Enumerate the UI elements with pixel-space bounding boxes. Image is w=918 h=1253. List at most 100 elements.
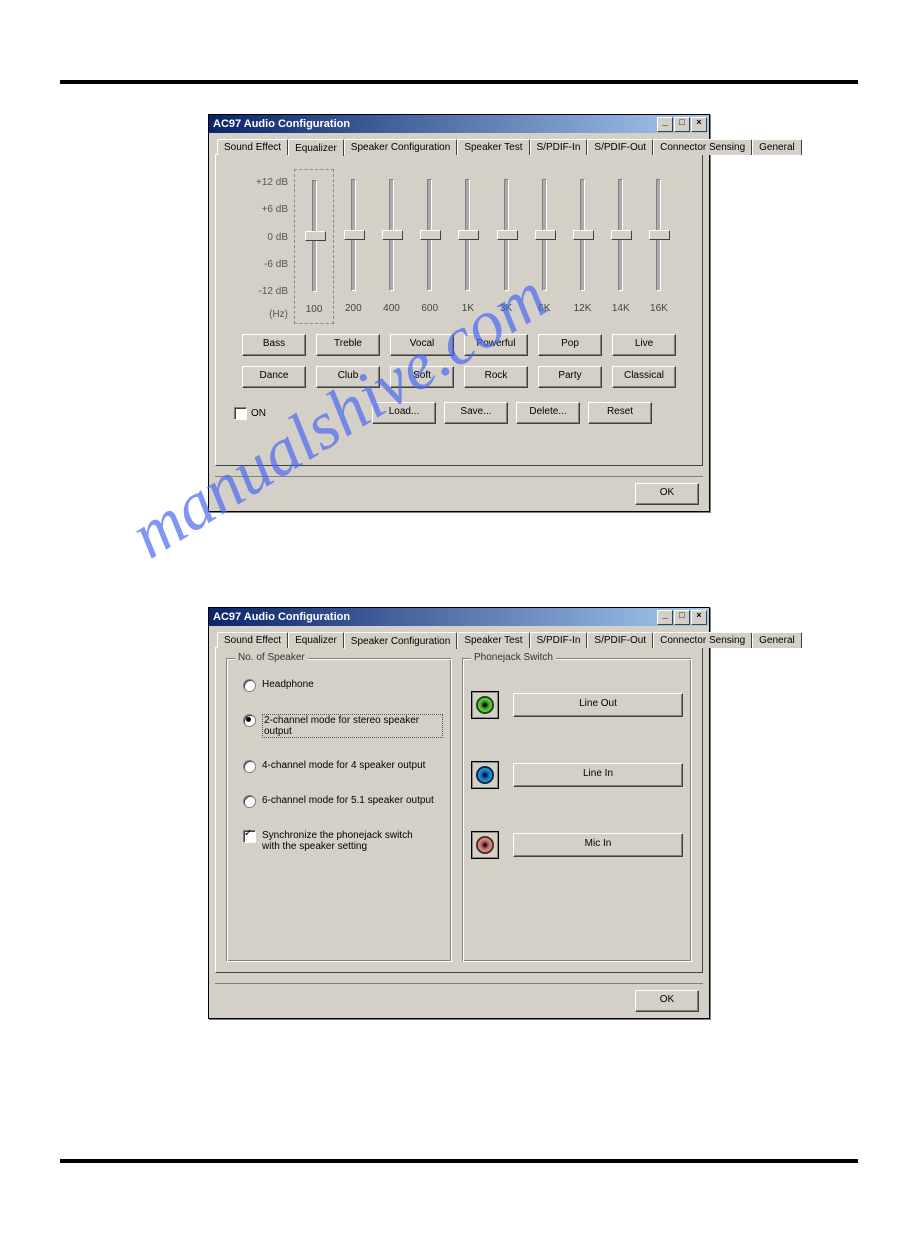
eq-slider[interactable] bbox=[389, 179, 394, 291]
tab-speaker-test[interactable]: Speaker Test bbox=[457, 139, 529, 155]
preset-button-vocal[interactable]: Vocal bbox=[390, 334, 454, 356]
equalizer-panel: +12 dB +6 dB 0 dB -6 dB -12 dB (Hz) 1002… bbox=[226, 165, 692, 324]
slider-thumb[interactable] bbox=[382, 230, 403, 240]
jack-blue-icon bbox=[471, 761, 499, 789]
slider-thumb[interactable] bbox=[611, 230, 632, 240]
slider-thumb[interactable] bbox=[305, 231, 326, 241]
slider-thumb[interactable] bbox=[420, 230, 441, 240]
ok-button[interactable]: OK bbox=[635, 990, 699, 1012]
speaker-radio[interactable] bbox=[243, 679, 256, 692]
slider-thumb[interactable] bbox=[535, 230, 556, 240]
ok-button[interactable]: OK bbox=[635, 483, 699, 505]
sync-checkbox[interactable] bbox=[243, 830, 256, 843]
preset-button-live[interactable]: Live bbox=[612, 334, 676, 356]
reset-button[interactable]: Reset bbox=[588, 402, 652, 424]
tab-spdif-out[interactable]: S/PDIF-Out bbox=[587, 632, 653, 648]
hz-label: (Hz) bbox=[240, 309, 294, 320]
radio-row: 4-channel mode for 4 speaker output bbox=[243, 760, 443, 773]
preset-button-pop[interactable]: Pop bbox=[538, 334, 602, 356]
eq-slider-col: 400 bbox=[372, 173, 410, 320]
slider-thumb[interactable] bbox=[573, 230, 594, 240]
radio-label: Headphone bbox=[262, 679, 314, 690]
jack-button-line out[interactable]: Line Out bbox=[513, 693, 683, 717]
tab-general[interactable]: General bbox=[752, 632, 802, 648]
titlebar[interactable]: AC97 Audio Configuration _ □ × bbox=[209, 608, 709, 626]
eq-slider[interactable] bbox=[465, 179, 470, 291]
eq-slider[interactable] bbox=[351, 179, 356, 291]
tab-general[interactable]: General bbox=[752, 139, 802, 155]
jack-button-mic in[interactable]: Mic In bbox=[513, 833, 683, 857]
freq-label: 3K bbox=[487, 303, 525, 314]
minimize-button[interactable]: _ bbox=[657, 610, 673, 625]
group-no-of-speaker: No. of Speaker Headphone2-channel mode f… bbox=[226, 658, 452, 962]
freq-label: 16K bbox=[640, 303, 678, 314]
preset-button-club[interactable]: Club bbox=[316, 366, 380, 388]
jack-row: Line Out bbox=[471, 691, 683, 719]
eq-slider-col: 100 bbox=[294, 169, 334, 324]
tab-connector-sensing[interactable]: Connector Sensing bbox=[653, 632, 752, 648]
tab-connector-sensing[interactable]: Connector Sensing bbox=[653, 139, 752, 155]
jack-row: Mic In bbox=[471, 831, 683, 859]
close-button[interactable]: × bbox=[691, 610, 707, 625]
tab-sound-effect[interactable]: Sound Effect bbox=[217, 139, 288, 155]
preset-button-party[interactable]: Party bbox=[538, 366, 602, 388]
eq-slider[interactable] bbox=[580, 179, 585, 291]
preset-button-rock[interactable]: Rock bbox=[464, 366, 528, 388]
slider-thumb[interactable] bbox=[458, 230, 479, 240]
eq-slider-col: 14K bbox=[602, 173, 640, 320]
eq-slider[interactable] bbox=[656, 179, 661, 291]
jack-row: Line In bbox=[471, 761, 683, 789]
radio-row: 2-channel mode for stereo speaker output bbox=[243, 714, 443, 738]
action-row: ON Load... Save... Delete... Reset bbox=[230, 402, 688, 424]
top-rule bbox=[60, 80, 858, 84]
maximize-button[interactable]: □ bbox=[674, 610, 690, 625]
slider-thumb[interactable] bbox=[649, 230, 670, 240]
load-button[interactable]: Load... bbox=[372, 402, 436, 424]
jack-pink-icon bbox=[471, 831, 499, 859]
preset-button-treble[interactable]: Treble bbox=[316, 334, 380, 356]
tab-speaker-config[interactable]: Speaker Configuration bbox=[344, 632, 458, 649]
db-label: +6 dB bbox=[240, 204, 288, 215]
on-checkbox[interactable] bbox=[234, 407, 247, 420]
on-label: ON bbox=[251, 408, 266, 419]
eq-slider[interactable] bbox=[542, 179, 547, 291]
window-title: AC97 Audio Configuration bbox=[213, 118, 656, 130]
speaker-radio[interactable] bbox=[243, 714, 256, 727]
eq-slider[interactable] bbox=[618, 179, 623, 291]
sync-label: Synchronize the phonejack switch with th… bbox=[262, 830, 432, 852]
slider-thumb[interactable] bbox=[344, 230, 365, 240]
slider-thumb[interactable] bbox=[497, 230, 518, 240]
titlebar[interactable]: AC97 Audio Configuration _ □ × bbox=[209, 115, 709, 133]
jack-button-line in[interactable]: Line In bbox=[513, 763, 683, 787]
window-equalizer: AC97 Audio Configuration _ □ × Sound Eff… bbox=[208, 114, 710, 512]
tab-spdif-in[interactable]: S/PDIF-In bbox=[530, 139, 588, 155]
tab-equalizer[interactable]: Equalizer bbox=[288, 139, 344, 156]
radio-label: 2-channel mode for stereo speaker output bbox=[262, 714, 443, 738]
minimize-button[interactable]: _ bbox=[657, 117, 673, 132]
freq-label: 600 bbox=[411, 303, 449, 314]
save-button[interactable]: Save... bbox=[444, 402, 508, 424]
tab-spdif-out[interactable]: S/PDIF-Out bbox=[587, 139, 653, 155]
tab-speaker-config[interactable]: Speaker Configuration bbox=[344, 139, 458, 155]
tab-page-speaker: No. of Speaker Headphone2-channel mode f… bbox=[215, 647, 703, 973]
preset-button-bass[interactable]: Bass bbox=[242, 334, 306, 356]
freq-label: 12K bbox=[563, 303, 601, 314]
eq-slider[interactable] bbox=[312, 180, 317, 292]
preset-button-dance[interactable]: Dance bbox=[242, 366, 306, 388]
tab-sound-effect[interactable]: Sound Effect bbox=[217, 632, 288, 648]
close-button[interactable]: × bbox=[691, 117, 707, 132]
tab-spdif-in[interactable]: S/PDIF-In bbox=[530, 632, 588, 648]
eq-slider[interactable] bbox=[504, 179, 509, 291]
speaker-radio[interactable] bbox=[243, 795, 256, 808]
tab-equalizer[interactable]: Equalizer bbox=[288, 632, 344, 648]
tab-speaker-test[interactable]: Speaker Test bbox=[457, 632, 529, 648]
maximize-button[interactable]: □ bbox=[674, 117, 690, 132]
preset-button-classical[interactable]: Classical bbox=[612, 366, 676, 388]
preset-button-soft[interactable]: Soft bbox=[390, 366, 454, 388]
eq-slider[interactable] bbox=[427, 179, 432, 291]
preset-button-powerful[interactable]: Powerful bbox=[464, 334, 528, 356]
eq-slider-col: 16K bbox=[640, 173, 678, 320]
speaker-radio[interactable] bbox=[243, 760, 256, 773]
delete-button[interactable]: Delete... bbox=[516, 402, 580, 424]
preset-row-2: Dance Club Soft Rock Party Classical bbox=[230, 366, 688, 388]
